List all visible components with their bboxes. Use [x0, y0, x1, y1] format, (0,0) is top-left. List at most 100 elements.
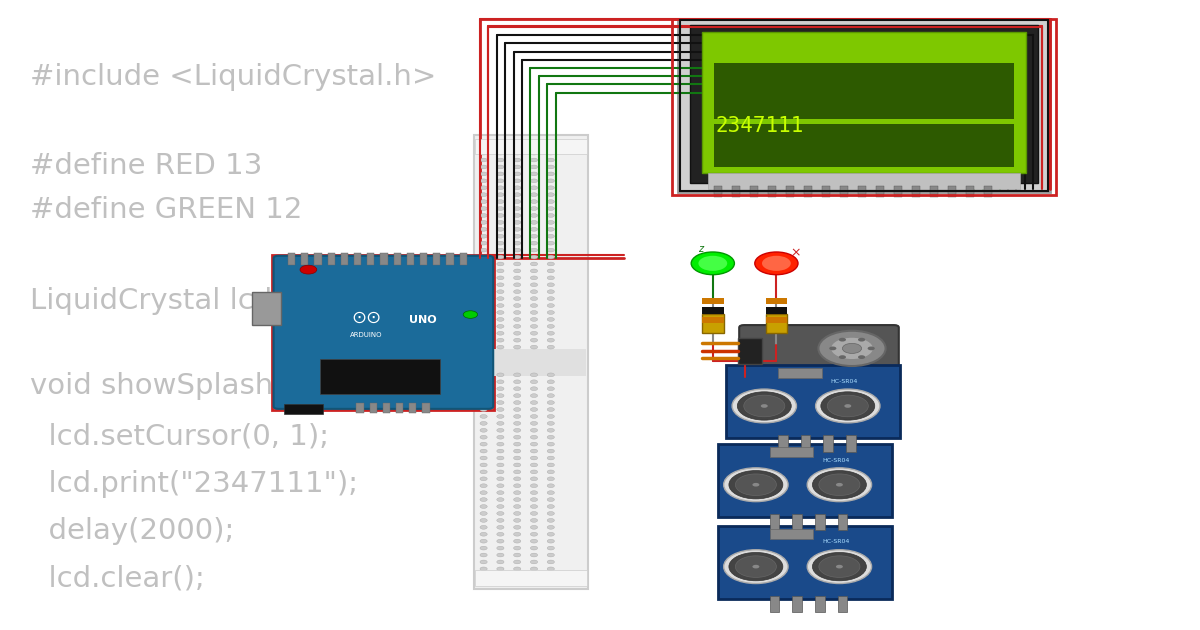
- Circle shape: [480, 553, 487, 557]
- Circle shape: [858, 355, 865, 359]
- Circle shape: [547, 290, 554, 294]
- Circle shape: [748, 480, 764, 490]
- Circle shape: [514, 518, 521, 522]
- Bar: [354, 253, 361, 265]
- Circle shape: [514, 491, 521, 495]
- Bar: [766, 298, 787, 304]
- Circle shape: [480, 331, 487, 335]
- Circle shape: [480, 539, 487, 543]
- Circle shape: [514, 560, 521, 564]
- Circle shape: [547, 338, 554, 342]
- Circle shape: [547, 324, 554, 328]
- Circle shape: [530, 449, 538, 453]
- Circle shape: [547, 567, 554, 571]
- Circle shape: [530, 532, 538, 536]
- Circle shape: [547, 373, 554, 377]
- Circle shape: [463, 311, 478, 318]
- Bar: [284, 404, 323, 414]
- Bar: [770, 596, 780, 612]
- Circle shape: [547, 304, 554, 307]
- Bar: [672, 19, 1056, 195]
- Bar: [738, 338, 762, 364]
- Circle shape: [547, 449, 554, 453]
- Bar: [301, 253, 308, 265]
- Circle shape: [300, 265, 317, 274]
- Bar: [328, 253, 335, 265]
- Circle shape: [514, 553, 521, 557]
- Circle shape: [728, 471, 782, 499]
- Circle shape: [833, 398, 863, 414]
- Bar: [394, 253, 401, 265]
- Circle shape: [547, 484, 554, 488]
- Circle shape: [530, 512, 538, 515]
- Circle shape: [497, 484, 504, 488]
- Text: ⊙⊙: ⊙⊙: [352, 309, 382, 326]
- Circle shape: [497, 512, 504, 515]
- Text: #define GREEN 12: #define GREEN 12: [30, 196, 302, 224]
- Circle shape: [480, 512, 487, 515]
- Circle shape: [824, 477, 854, 493]
- Circle shape: [530, 331, 538, 335]
- Circle shape: [480, 158, 487, 162]
- Circle shape: [808, 550, 871, 583]
- Circle shape: [728, 553, 782, 581]
- Bar: [396, 403, 403, 413]
- Circle shape: [530, 193, 538, 197]
- Circle shape: [547, 297, 554, 301]
- Text: HC-SR04: HC-SR04: [822, 457, 850, 462]
- Circle shape: [514, 297, 521, 301]
- Circle shape: [480, 505, 487, 508]
- Circle shape: [514, 214, 521, 217]
- Circle shape: [547, 546, 554, 550]
- Circle shape: [547, 442, 554, 446]
- Circle shape: [530, 484, 538, 488]
- Circle shape: [480, 318, 487, 321]
- Circle shape: [547, 421, 554, 425]
- Circle shape: [530, 574, 538, 578]
- Circle shape: [514, 290, 521, 294]
- Circle shape: [547, 248, 554, 252]
- Circle shape: [480, 567, 487, 571]
- Circle shape: [547, 311, 554, 314]
- Circle shape: [480, 477, 487, 481]
- Circle shape: [530, 324, 538, 328]
- Bar: [732, 186, 740, 197]
- Circle shape: [497, 338, 504, 342]
- Circle shape: [547, 193, 554, 197]
- Circle shape: [514, 477, 521, 481]
- Text: delay(2000);: delay(2000);: [30, 517, 234, 545]
- Circle shape: [514, 581, 521, 585]
- Circle shape: [497, 207, 504, 210]
- Circle shape: [547, 401, 554, 404]
- Bar: [718, 526, 892, 598]
- Circle shape: [480, 276, 487, 280]
- Circle shape: [530, 276, 538, 280]
- Circle shape: [514, 574, 521, 578]
- Circle shape: [839, 355, 846, 359]
- Circle shape: [480, 345, 487, 349]
- Bar: [804, 186, 812, 197]
- Circle shape: [480, 220, 487, 224]
- Circle shape: [547, 186, 554, 190]
- Circle shape: [530, 415, 538, 418]
- Bar: [252, 292, 281, 325]
- Circle shape: [497, 234, 504, 238]
- Circle shape: [824, 559, 854, 575]
- Circle shape: [547, 214, 554, 217]
- Circle shape: [480, 179, 487, 183]
- Bar: [370, 403, 377, 413]
- Circle shape: [480, 394, 487, 398]
- Circle shape: [530, 186, 538, 190]
- Bar: [714, 124, 1014, 167]
- Circle shape: [497, 567, 504, 571]
- Bar: [690, 25, 1038, 183]
- Circle shape: [530, 241, 538, 245]
- Circle shape: [497, 241, 504, 245]
- Circle shape: [530, 290, 538, 294]
- Bar: [823, 435, 833, 452]
- Circle shape: [480, 401, 487, 404]
- Circle shape: [818, 474, 860, 496]
- Circle shape: [514, 172, 521, 176]
- Circle shape: [514, 207, 521, 210]
- Circle shape: [827, 395, 869, 417]
